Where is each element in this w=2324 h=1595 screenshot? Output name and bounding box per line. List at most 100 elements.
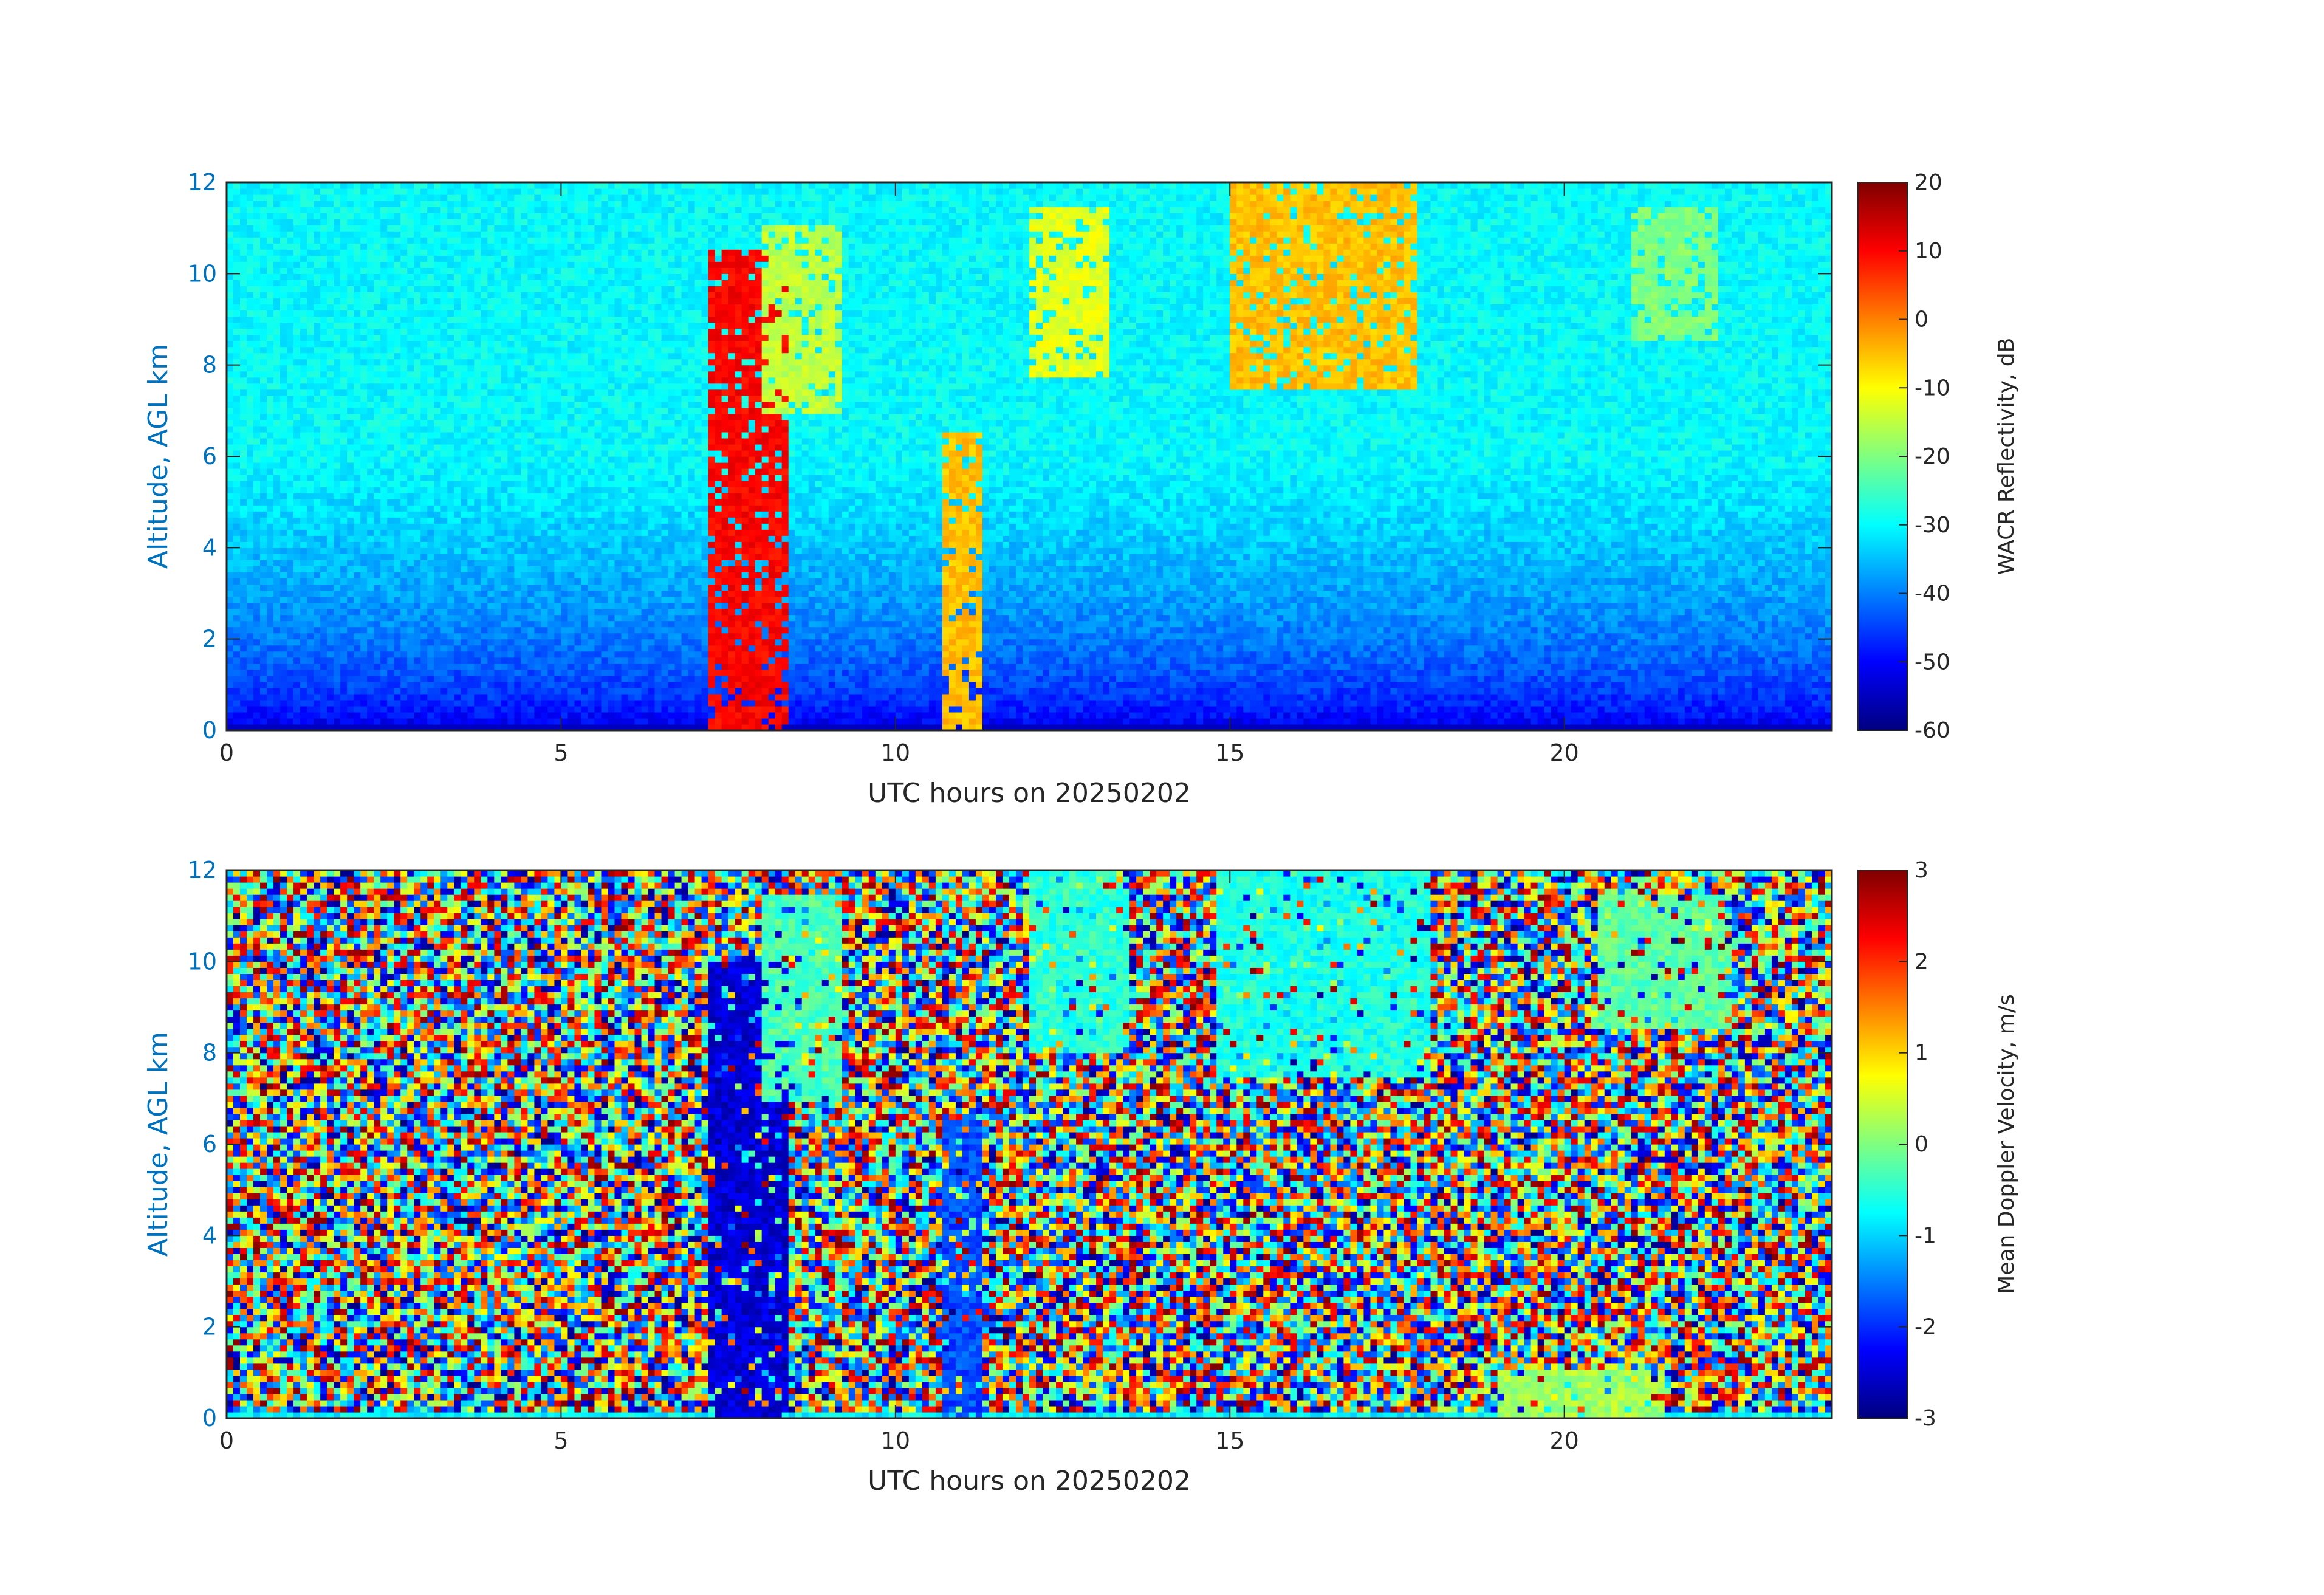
heatmap-cell — [360, 182, 368, 189]
heatmap-cell — [260, 669, 267, 676]
heatmap-cell — [407, 481, 414, 487]
heatmap-cell — [454, 462, 461, 469]
heatmap-cell — [340, 201, 348, 207]
heatmap-cell — [474, 645, 481, 652]
heatmap-cell — [327, 401, 334, 408]
heatmap-cell — [334, 401, 341, 408]
heatmap-cell — [327, 687, 334, 695]
heatmap-cell — [474, 456, 481, 463]
heatmap-cell — [467, 346, 475, 354]
heatmap-cell — [367, 201, 374, 207]
heatmap-cell — [367, 389, 374, 396]
heatmap-cell — [327, 383, 334, 390]
heatmap-cell — [567, 487, 575, 493]
heatmap-cell — [474, 554, 481, 560]
heatmap-cell — [233, 182, 241, 189]
heatmap-cell — [501, 578, 508, 585]
heatmap-cell — [501, 481, 508, 487]
heatmap-cell — [240, 231, 247, 238]
heatmap-cell — [253, 651, 261, 658]
heatmap-cell — [260, 578, 267, 585]
heatmap-cell — [447, 511, 454, 518]
heatmap-cell — [554, 407, 562, 414]
heatmap-cell — [300, 651, 307, 658]
heatmap-cell — [280, 590, 287, 597]
heatmap-cell — [287, 517, 294, 524]
heatmap-cell — [487, 365, 495, 372]
heatmap-cell — [527, 280, 535, 286]
heatmap-cell — [440, 663, 448, 670]
heatmap-cell — [327, 267, 334, 274]
heatmap-cell — [414, 687, 421, 695]
heatmap-cell — [574, 395, 582, 402]
heatmap-cell — [461, 687, 468, 695]
heatmap-cell — [287, 639, 294, 646]
heatmap-cell — [574, 608, 582, 616]
heatmap-cell — [534, 401, 541, 408]
heatmap-cell — [554, 590, 562, 597]
heatmap-cell — [227, 481, 234, 487]
heatmap-cell — [521, 237, 528, 244]
heatmap-cell — [547, 511, 555, 518]
heatmap-cell — [481, 267, 488, 274]
heatmap-cell — [260, 207, 267, 213]
heatmap-cell — [320, 547, 327, 554]
heatmap-cell — [267, 651, 274, 658]
heatmap-cell — [541, 286, 548, 292]
heatmap-cell — [440, 669, 448, 676]
heatmap-cell — [260, 456, 267, 463]
heatmap-cell — [461, 468, 468, 475]
heatmap-cell — [554, 213, 562, 219]
heatmap-cell — [501, 407, 508, 414]
heatmap-cell — [287, 261, 294, 268]
heatmap-cell — [327, 292, 334, 299]
heatmap-cell — [447, 437, 454, 445]
heatmap-cell — [280, 298, 287, 305]
heatmap-cell — [273, 249, 281, 256]
heatmap-cell — [541, 505, 548, 512]
heatmap-cell — [314, 699, 321, 707]
heatmap-cell — [461, 346, 468, 354]
heatmap-cell — [347, 645, 354, 652]
heatmap-cell — [287, 340, 294, 348]
heatmap-cell — [507, 529, 515, 536]
heatmap-cell — [474, 280, 481, 286]
heatmap-cell — [240, 413, 247, 420]
heatmap-cell — [434, 620, 441, 628]
heatmap-cell — [367, 651, 374, 658]
heatmap-cell — [240, 687, 247, 695]
heatmap-cell — [521, 596, 528, 603]
heatmap-cell — [434, 493, 441, 499]
heatmap-cell — [487, 419, 495, 427]
heatmap-cell — [380, 194, 388, 201]
heatmap-cell — [287, 395, 294, 402]
heatmap-cell — [233, 481, 241, 487]
heatmap-cell — [354, 377, 361, 384]
heatmap-cell — [280, 261, 287, 268]
heatmap-cell — [567, 243, 575, 250]
heatmap-cell — [394, 389, 401, 396]
heatmap-cell — [554, 450, 562, 457]
heatmap-cell — [474, 340, 481, 348]
heatmap-cell — [507, 298, 515, 305]
heatmap-cell — [280, 541, 287, 548]
heatmap-cell — [434, 705, 441, 713]
heatmap-cell — [347, 547, 354, 554]
heatmap-cell — [461, 425, 468, 433]
heatmap-cell — [567, 225, 575, 232]
heatmap-cell — [547, 383, 555, 390]
heatmap-cell — [227, 407, 234, 414]
heatmap-cell — [561, 566, 569, 573]
heatmap-cell — [541, 419, 548, 427]
heatmap-cell — [427, 718, 434, 725]
heatmap-cell — [354, 188, 361, 195]
heatmap-cell — [594, 578, 602, 585]
heatmap-cell — [327, 358, 334, 366]
heatmap-cell — [240, 219, 247, 225]
heatmap-cell — [347, 371, 354, 378]
heatmap-cell — [340, 511, 348, 518]
heatmap-cell — [588, 249, 595, 256]
heatmap-cell — [534, 687, 541, 695]
heatmap-cell — [567, 523, 575, 530]
heatmap-cell — [307, 425, 314, 433]
